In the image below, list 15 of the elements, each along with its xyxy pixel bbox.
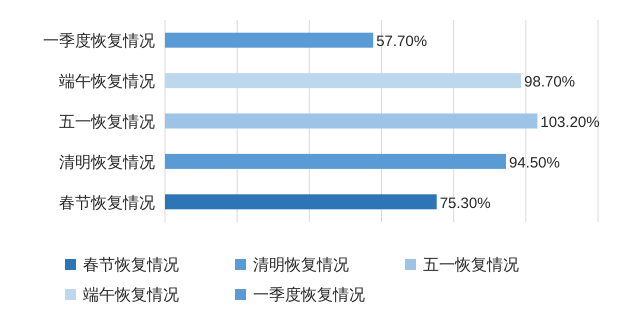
data-label: 57.70%	[376, 33, 428, 50]
legend-label: 清明恢复情况	[253, 256, 349, 274]
y-tick-label: 清明恢复情况	[59, 153, 155, 172]
data-label: 98.70%	[524, 74, 576, 91]
data-label: 94.50%	[508, 154, 560, 172]
y-tick-label: 一季度恢复情况	[43, 32, 155, 50]
y-tick-label: 端午恢复情况	[59, 72, 155, 91]
legend-label: 端午恢复情况	[83, 286, 179, 304]
y-tick-label: 春节恢复情况	[59, 194, 155, 212]
data-label: 75.30%	[440, 194, 491, 212]
legend-label: 一季度恢复情况	[253, 286, 365, 304]
y-tick-label: 五一恢复情况	[59, 113, 155, 131]
data-label: 103.20%	[540, 114, 600, 131]
legend-label: 五一恢复情况	[423, 256, 519, 274]
legend-label: 春节恢复情况	[83, 256, 179, 274]
